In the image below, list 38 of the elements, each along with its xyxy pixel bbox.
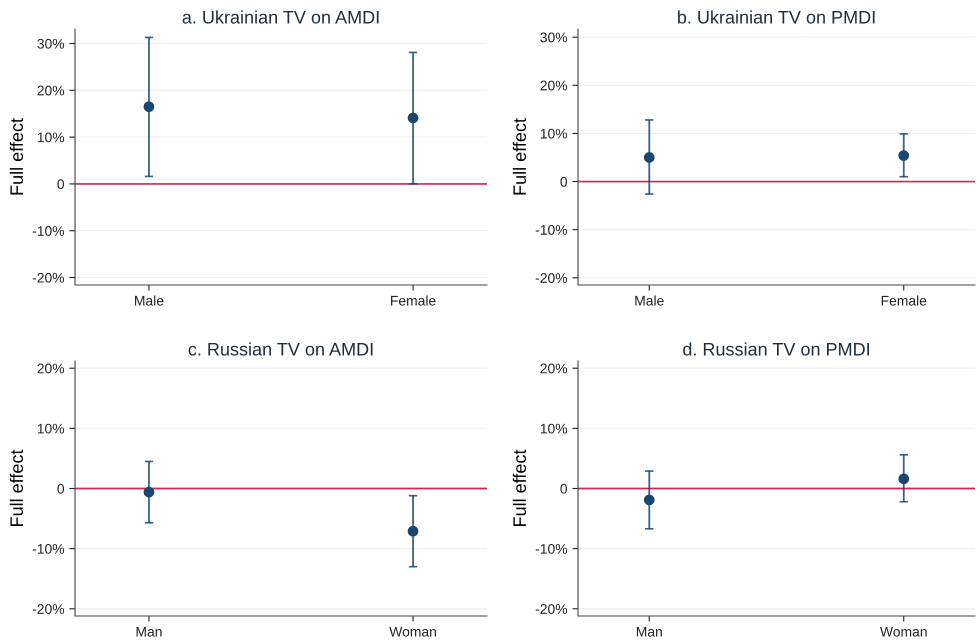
y-tick-label: -20%	[32, 604, 64, 614]
x-tick-label: Man	[636, 626, 662, 637]
y-tick-label: 0	[560, 176, 568, 187]
x-tick-label: Male	[635, 295, 664, 306]
y-tick-label: 20%	[540, 364, 568, 374]
y-tick-label: 30%	[540, 32, 568, 42]
chart-title: d. Russian TV on PMDI	[683, 342, 870, 356]
y-tick-label: 30%	[37, 38, 64, 49]
chart-title: c. Russian TV on AMDI	[188, 342, 372, 356]
y-tick-label: 10%	[540, 128, 568, 139]
y-tick-label: 10%	[38, 132, 64, 142]
y-tick-label: 0	[57, 179, 64, 190]
x-tick-label: Female	[882, 295, 926, 306]
y-axis-title: Full effect	[512, 450, 526, 526]
x-tick-label: Male	[135, 295, 164, 306]
y-tick-label: 20%	[540, 80, 568, 90]
y-tick-label: 10%	[38, 424, 64, 434]
y-tick-label: 10%	[540, 424, 568, 434]
y-tick-label: 0	[57, 484, 64, 494]
y-tick-label: -10%	[536, 224, 568, 235]
y-axis-title: Full effect	[10, 450, 24, 526]
y-tick-label: -10%	[536, 544, 568, 554]
y-tick-label: -20%	[32, 272, 64, 283]
y-tick-label: 0	[560, 484, 568, 494]
x-tick-label: Woman	[389, 626, 436, 637]
y-axis-title: Full effect	[512, 118, 526, 194]
x-tick-label: Woman	[880, 626, 927, 637]
y-tick-label: -10%	[32, 226, 64, 236]
y-axis-title: Full effect	[10, 118, 24, 194]
y-tick-label: 20%	[37, 364, 64, 374]
x-tick-label: Female	[391, 295, 436, 306]
y-tick-label: 20%	[37, 86, 64, 96]
x-tick-label: Man	[136, 626, 162, 637]
chart-title: b. Ukrainian TV on PMDI	[678, 10, 875, 24]
y-tick-label: -20%	[536, 273, 568, 283]
y-tick-label: -20%	[536, 604, 568, 614]
y-tick-label: -10%	[32, 544, 64, 554]
chart-title: a. Ukrainian TV on AMDI	[182, 10, 379, 24]
